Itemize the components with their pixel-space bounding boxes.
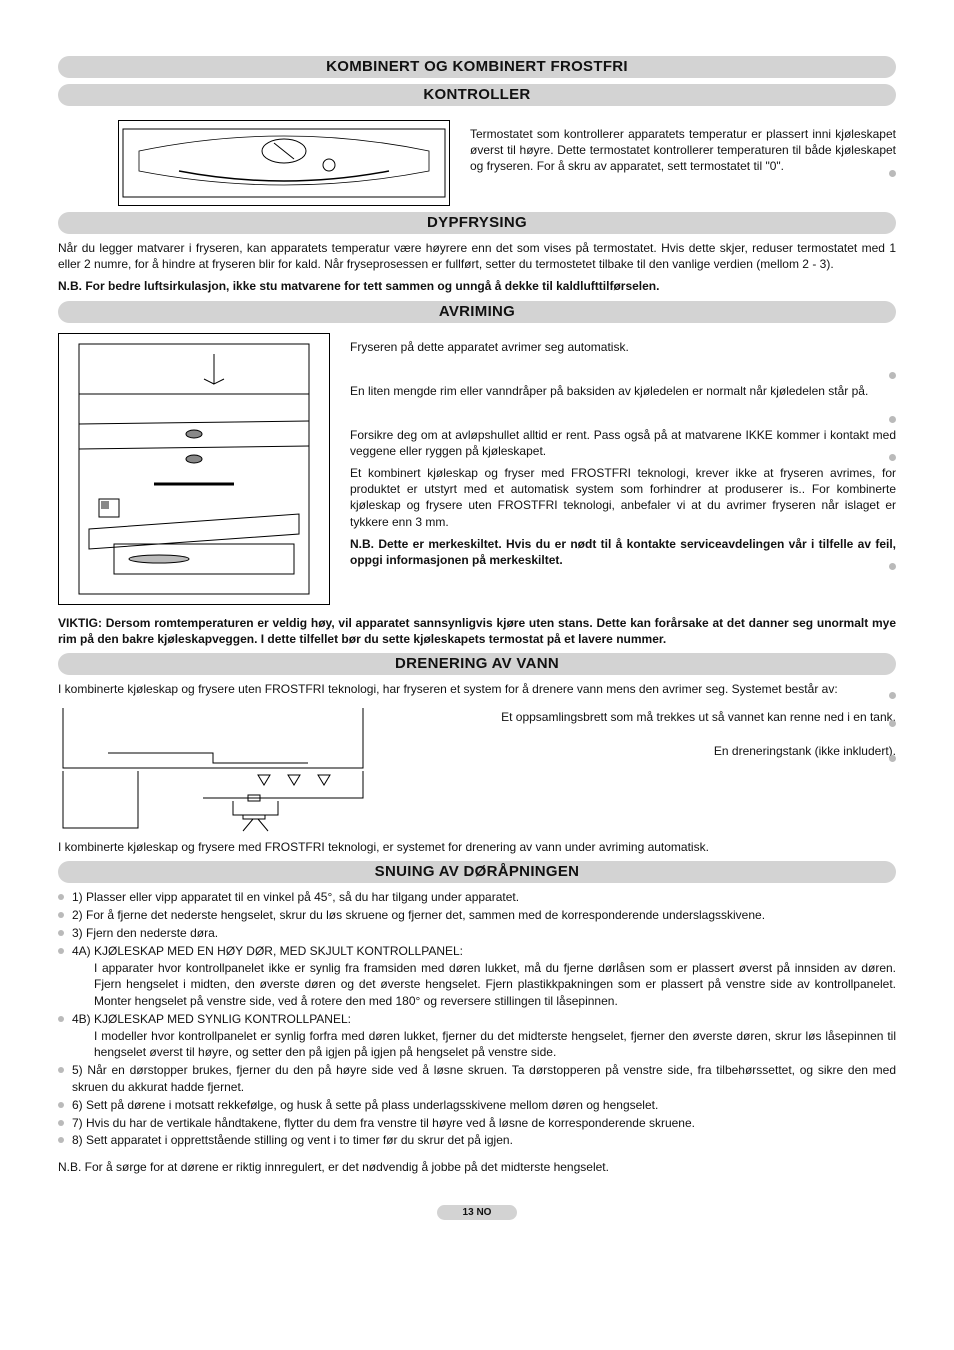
list-item: 6) Sett på dørene i motsatt rekkefølge, … bbox=[58, 1097, 896, 1114]
avriming-p2: En liten mengde rim eller vanndråper på … bbox=[350, 383, 896, 421]
list-item: 1) Plasser eller vipp apparatet til en v… bbox=[58, 889, 896, 906]
heading-main: KOMBINERT OG KOMBINERT FROSTFRI bbox=[58, 56, 896, 78]
avriming-p1: Fryseren på dette apparatet avrimer seg … bbox=[350, 339, 896, 377]
list-item: 5) Når en dørstopper brukes, fjerner du … bbox=[58, 1062, 896, 1096]
list-item: 7) Hvis du har de vertikale håndtakene, … bbox=[58, 1115, 896, 1132]
illustration-thermostat bbox=[118, 120, 450, 206]
snuing-nb: N.B. For å sørge for at dørene er riktig… bbox=[58, 1159, 896, 1175]
illustration-drain bbox=[58, 703, 368, 833]
kontroller-text: Termostatet som kontrollerer apparatets … bbox=[470, 126, 896, 175]
list-item: 2) For å fjerne det nederste hengselet, … bbox=[58, 907, 896, 924]
drenering-intro: I kombinerte kjøleskap og frysere uten F… bbox=[58, 681, 896, 697]
heading-avriming: AVRIMING bbox=[58, 301, 896, 323]
drenering-p2: En dreneringstank (ikke inkludert). bbox=[388, 743, 896, 759]
dypfrysing-nb: N.B. For bedre luftsirkulasjon, ikke stu… bbox=[58, 278, 896, 294]
list-item: 3) Fjern den nederste døra. bbox=[58, 925, 896, 942]
drenering-outro: I kombinerte kjøleskap og frysere med FR… bbox=[58, 839, 896, 855]
dypfrysing-text: Når du legger matvarer i fryseren, kan a… bbox=[58, 240, 896, 272]
heading-snuing: SNUING AV DØRÅPNINGEN bbox=[58, 861, 896, 883]
illustration-fridge bbox=[58, 333, 330, 605]
list-item: 8) Sett apparatet i opprettstående still… bbox=[58, 1132, 896, 1149]
heading-drenering: DRENERING AV VANN bbox=[58, 653, 896, 675]
avriming-nb: N.B. Dette er merkeskiltet. Hvis du er n… bbox=[350, 536, 896, 568]
avriming-p4: Et kombinert kjøleskap og fryser med FRO… bbox=[350, 465, 896, 530]
drenering-p1: Et oppsamlingsbrett som må trekkes ut så… bbox=[388, 709, 896, 725]
heading-kontroller: KONTROLLER bbox=[58, 84, 896, 106]
page-number: 13 NO bbox=[437, 1205, 517, 1220]
heading-dypfrysing: DYPFRYSING bbox=[58, 212, 896, 234]
viktig-text: VIKTIG: Dersom romtemperaturen er veldig… bbox=[58, 615, 896, 647]
list-item: 4B) KJØLESKAP MED SYNLIG KONTROLLPANEL:I… bbox=[58, 1011, 896, 1061]
snuing-list: 1) Plasser eller vipp apparatet til en v… bbox=[58, 889, 896, 1149]
list-item: 4A) KJØLESKAP MED EN HØY DØR, MED SKJULT… bbox=[58, 943, 896, 1010]
avriming-p3: Forsikre deg om at avløpshullet alltid e… bbox=[350, 427, 896, 459]
